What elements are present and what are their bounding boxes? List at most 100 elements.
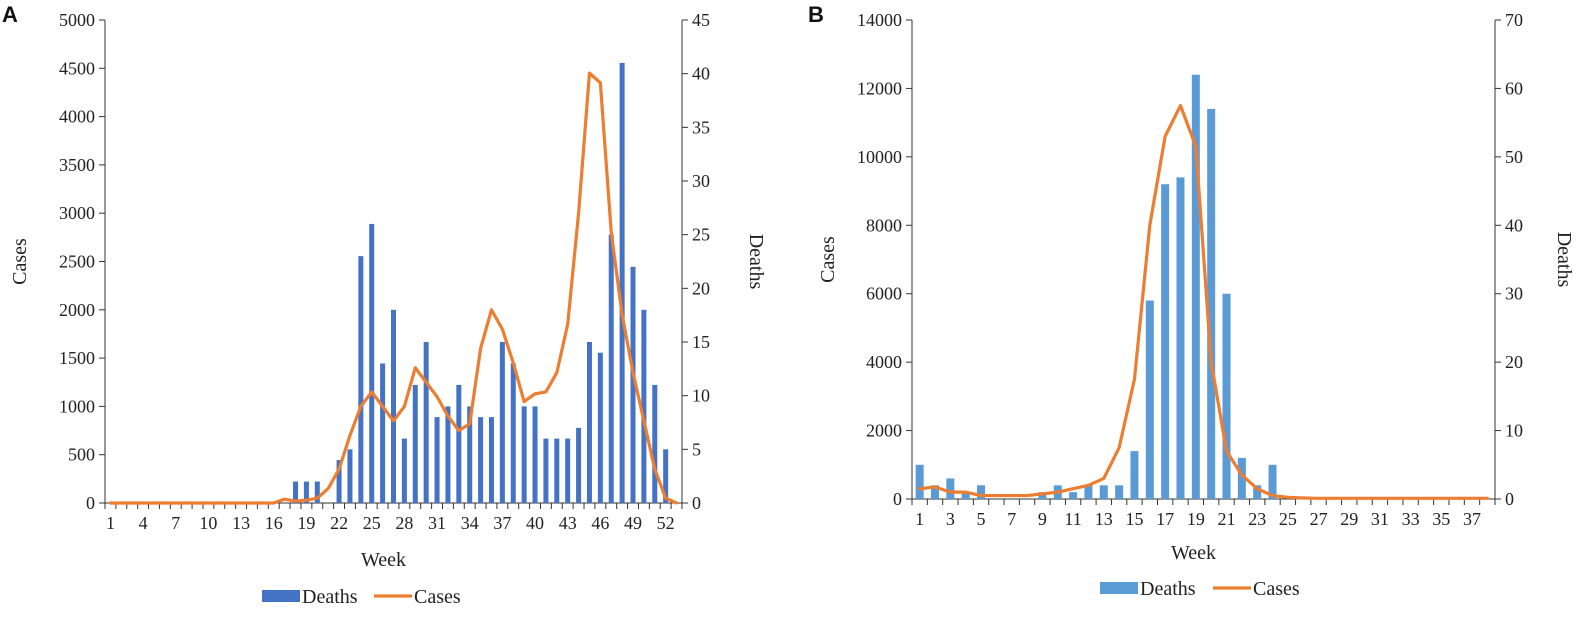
x-tick-label: 46 — [591, 513, 609, 533]
left-y-tick-label: 2500 — [59, 252, 95, 272]
bar-deaths-week-27 — [391, 309, 396, 503]
cases-point-week-9 — [1041, 493, 1044, 495]
cases-point-week-11 — [218, 502, 221, 504]
bar-deaths-week-37 — [499, 342, 505, 503]
cases-point-week-33 — [458, 429, 460, 432]
x-tick-label: 1 — [106, 513, 115, 533]
right-y-tick-label: 60 — [1505, 78, 1523, 98]
cases-point-week-32 — [447, 415, 449, 417]
cases-point-week-37 — [1471, 497, 1473, 500]
bar-deaths-week-43 — [565, 438, 571, 503]
cases-point-week-36 — [1455, 497, 1458, 500]
x-tick-label: 13 — [1095, 509, 1113, 529]
legend-cases-label: Cases — [1253, 578, 1300, 600]
cases-point-week-20 — [1210, 361, 1212, 363]
bar-deaths-week-12 — [1084, 485, 1093, 499]
cases-point-week-5 — [153, 502, 155, 504]
x-tick-label: 40 — [526, 513, 544, 533]
bar-deaths-week-20 — [314, 481, 320, 503]
cases-point-week-27 — [392, 420, 395, 422]
right-y-tick-label: 20 — [1505, 352, 1523, 372]
cases-point-week-19 — [1195, 145, 1197, 148]
cases-point-week-24 — [360, 405, 362, 408]
right-y-tick-label: 0 — [1505, 489, 1514, 509]
cases-point-week-41 — [545, 391, 547, 393]
bar-deaths-week-20 — [1207, 108, 1216, 499]
left-y-tick-label: 12000 — [857, 78, 902, 98]
x-tick-label: 28 — [395, 513, 413, 533]
left-y-tick-label: 4500 — [59, 58, 95, 78]
cases-point-week-31 — [1379, 497, 1381, 500]
cases-point-week-6 — [164, 502, 166, 504]
cases-point-week-7 — [174, 502, 177, 504]
cases-point-week-13 — [1102, 477, 1105, 480]
x-tick-label: 9 — [1038, 509, 1047, 529]
x-tick-label: 21 — [1218, 509, 1236, 529]
x-tick-label: 25 — [363, 513, 381, 533]
left-y-tick-label: 1500 — [59, 348, 95, 368]
cases-point-week-11 — [1072, 487, 1074, 490]
cases-point-week-26 — [381, 405, 384, 408]
bar-deaths-week-49 — [630, 266, 636, 503]
cases-point-week-23 — [1256, 487, 1258, 490]
x-tick-label: 33 — [1402, 509, 1420, 529]
right-y-tick-label: 45 — [692, 10, 710, 30]
left-y-tick-label: 6000 — [866, 284, 902, 304]
cases-point-week-10 — [1056, 491, 1059, 493]
cases-point-week-1 — [918, 487, 921, 490]
bar-deaths-week-34 — [467, 406, 473, 503]
cases-point-week-10 — [207, 502, 210, 504]
bar-deaths-week-39 — [521, 406, 527, 503]
bar-deaths-week-11 — [1069, 492, 1078, 499]
left-y-tick-label: 2000 — [866, 421, 902, 441]
x-tick-label: 7 — [171, 513, 180, 533]
left-y-tick-label: 1000 — [59, 396, 95, 416]
cases-point-week-32 — [1394, 497, 1397, 500]
cases-line — [918, 103, 1489, 500]
cases-point-week-42 — [556, 371, 558, 374]
cases-point-week-15 — [262, 502, 264, 504]
cases-point-week-29 — [1348, 497, 1351, 500]
bar-deaths-week-22 — [336, 460, 342, 503]
bar-deaths-week-1 — [915, 464, 924, 499]
right-y-tick-label: 10 — [692, 386, 710, 406]
bar-deaths-week-19 — [303, 481, 309, 503]
cases-point-week-4 — [142, 502, 144, 504]
bar-deaths-week-15 — [1130, 451, 1139, 499]
x-tick-label: 52 — [657, 513, 675, 533]
x-axis-title: Week — [1171, 542, 1216, 564]
right-y-tick-label: 25 — [692, 225, 710, 245]
cases-point-week-25 — [370, 391, 373, 393]
cases-point-week-19 — [305, 499, 308, 501]
x-tick-label: 37 — [493, 513, 511, 533]
x-tick-label: 11 — [1064, 509, 1081, 529]
x-axis-title: Week — [361, 549, 406, 571]
bar-deaths-week-3 — [946, 478, 955, 499]
bar-deaths-week-35 — [478, 417, 484, 503]
x-tick-label: 23 — [1248, 509, 1266, 529]
cases-point-week-16 — [272, 502, 275, 504]
cases-point-week-26 — [1302, 497, 1305, 499]
bar-deaths-week-24 — [1268, 464, 1277, 499]
cases-point-week-22 — [338, 468, 340, 470]
x-tick-label: 35 — [1432, 509, 1450, 529]
cases-point-week-43 — [566, 323, 569, 326]
cases-point-week-12 — [1087, 484, 1090, 487]
cases-point-week-50 — [643, 420, 645, 422]
cases-point-week-48 — [621, 313, 623, 316]
left-y-tick-label: 5000 — [59, 10, 95, 30]
cases-point-week-1 — [109, 502, 112, 504]
cases-point-week-36 — [490, 309, 493, 311]
bar-deaths-week-36 — [488, 417, 494, 503]
legend: Deaths Cases — [262, 586, 461, 608]
cases-point-week-23 — [349, 434, 351, 437]
cases-point-week-28 — [1333, 497, 1335, 500]
left-y-tick-label: 4000 — [866, 352, 902, 372]
x-tick-label: 3 — [946, 509, 955, 529]
bar-deaths-week-50 — [641, 309, 647, 503]
cases-point-week-46 — [599, 81, 602, 84]
x-tick-label: 10 — [199, 513, 217, 533]
bar-deaths-week-33 — [456, 384, 462, 503]
cases-point-week-27 — [1317, 497, 1320, 500]
x-tick-label: 19 — [1187, 509, 1205, 529]
